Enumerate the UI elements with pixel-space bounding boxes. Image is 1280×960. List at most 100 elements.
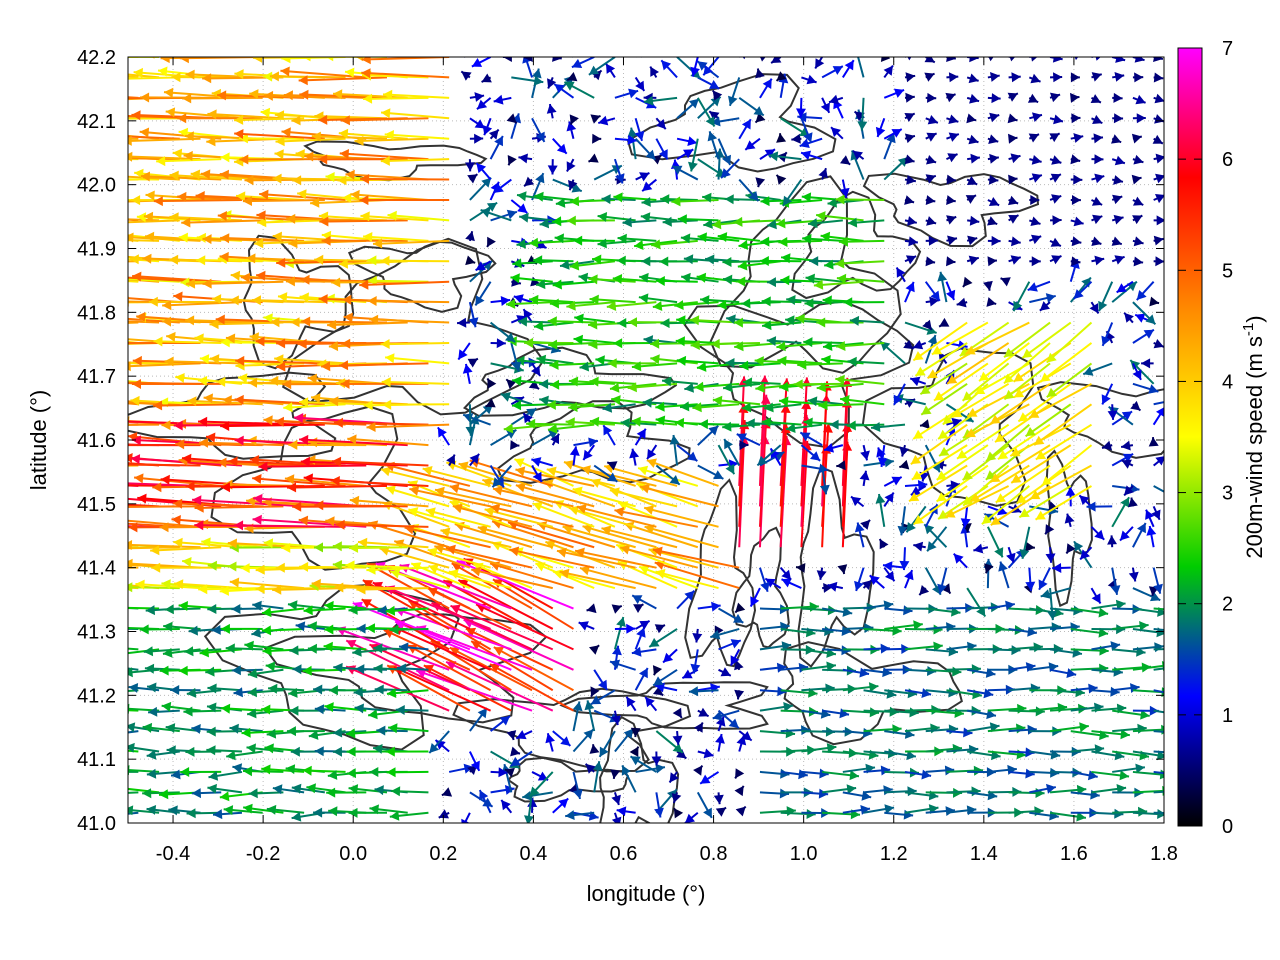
wind-vector-head: [607, 461, 618, 471]
wind-vector-head: [380, 155, 390, 166]
wind-vector-head: [835, 258, 845, 269]
wind-vector-head: [647, 448, 657, 460]
wind-vector-head: [1153, 235, 1164, 246]
wind-vector-head: [482, 125, 493, 136]
wind-vector-head: [1153, 583, 1163, 594]
wind-vector-head: [1004, 389, 1015, 400]
wind-vector-head: [620, 544, 631, 555]
wind-vector: [150, 546, 222, 552]
wind-vector-head: [113, 74, 122, 84]
wind-vector-head: [292, 175, 302, 186]
wind-vector-head: [1091, 72, 1102, 82]
wind-vector-head: [685, 813, 695, 823]
wind-vector-head: [467, 765, 478, 775]
wind-vector-head: [1029, 409, 1040, 418]
wind-vector: [491, 541, 554, 569]
wind-vector-head: [369, 767, 379, 777]
x-tick-label: 1.8: [1150, 843, 1178, 865]
wind-vector-head: [325, 57, 334, 62]
wind-vector: [944, 485, 1010, 519]
wind-vector-head: [255, 583, 265, 594]
wind-vector-head: [449, 647, 461, 657]
wind-vector-head: [891, 476, 902, 486]
wind-vector-head: [652, 546, 663, 557]
wind-vector: [314, 504, 408, 508]
wind-vector: [493, 646, 574, 692]
wind-vector: [936, 444, 989, 481]
wind-vector-head: [1098, 607, 1109, 618]
wind-vector-head: [879, 539, 889, 550]
wind-vector-head: [621, 765, 631, 776]
wind-vector-head: [653, 686, 664, 696]
x-tick-label: 0.6: [610, 843, 638, 865]
wind-vector-head: [957, 449, 968, 459]
wind-vector-head: [142, 788, 152, 799]
wind-vector-head: [487, 236, 496, 247]
wind-vector-head: [159, 665, 169, 676]
wind-vector-head: [225, 643, 235, 654]
wind-vector: [739, 57, 741, 58]
wind-vector-head: [904, 133, 915, 144]
wind-vector: [484, 508, 554, 528]
wind-vector-head: [109, 729, 119, 739]
wind-vector-head: [1091, 593, 1101, 604]
wind-vector-head: [287, 482, 297, 493]
wind-vector: [194, 505, 284, 509]
wind-vector-head: [846, 784, 857, 795]
wind-vector-head: [552, 57, 562, 62]
wind-vector-head: [262, 607, 272, 618]
wind-vector-head: [986, 709, 996, 720]
wind-vector: [133, 476, 222, 487]
wind-vector-head: [318, 114, 328, 125]
wind-vector-head: [576, 504, 587, 514]
wind-vector-head: [356, 584, 366, 595]
wind-vector-head: [1124, 485, 1134, 496]
wind-vector-head: [869, 707, 879, 718]
wind-vector-head: [288, 687, 298, 698]
wind-vector-head: [177, 191, 187, 202]
wind-vector-head: [717, 232, 728, 242]
wind-vector: [1033, 403, 1093, 446]
wind-vector-head: [728, 718, 739, 729]
wind-vector-head: [536, 239, 547, 249]
wind-vector-head: [566, 300, 576, 311]
wind-vector-head: [672, 165, 683, 175]
wind-vector: [563, 461, 636, 487]
wind-vector-head: [96, 153, 105, 163]
wind-vector-head: [200, 169, 211, 180]
wind-vector-head: [529, 786, 540, 797]
wind-vector-head: [323, 641, 333, 652]
wind-vector-head: [683, 254, 694, 265]
wind-vector-head: [1135, 763, 1145, 774]
wind-vector-head: [183, 150, 193, 161]
wind-vector-head: [207, 560, 217, 571]
wind-vector-head: [1094, 529, 1105, 540]
wind-vector-head: [908, 236, 918, 247]
wind-vector-head: [524, 337, 534, 348]
wind-vector-head: [970, 153, 980, 164]
wind-vector-head: [683, 149, 694, 159]
wind-vector-head: [81, 272, 90, 282]
wind-vector-head: [229, 295, 239, 306]
wind-vector-head: [256, 270, 266, 281]
wind-vector-head: [186, 687, 197, 698]
contour-line: [626, 73, 837, 173]
wind-vector-head: [517, 316, 528, 327]
wind-vector-head: [703, 65, 713, 76]
contour-line: [862, 172, 1040, 248]
wind-vector-head: [1030, 490, 1041, 500]
wind-vector: [380, 341, 450, 346]
wind-vector-head: [662, 216, 672, 227]
wind-vector-head: [386, 688, 397, 698]
wind-vector: [202, 280, 284, 285]
wind-vector-head: [613, 338, 623, 349]
wind-vector-head: [128, 296, 129, 307]
wind-vector-head: [361, 599, 372, 609]
wind-vector: [646, 459, 719, 487]
wind-vector-head: [1031, 256, 1041, 267]
wind-vector-head: [340, 378, 350, 389]
wind-vector-head: [905, 281, 915, 293]
wind-vector-head: [975, 385, 986, 394]
wind-vector-head: [905, 92, 915, 103]
